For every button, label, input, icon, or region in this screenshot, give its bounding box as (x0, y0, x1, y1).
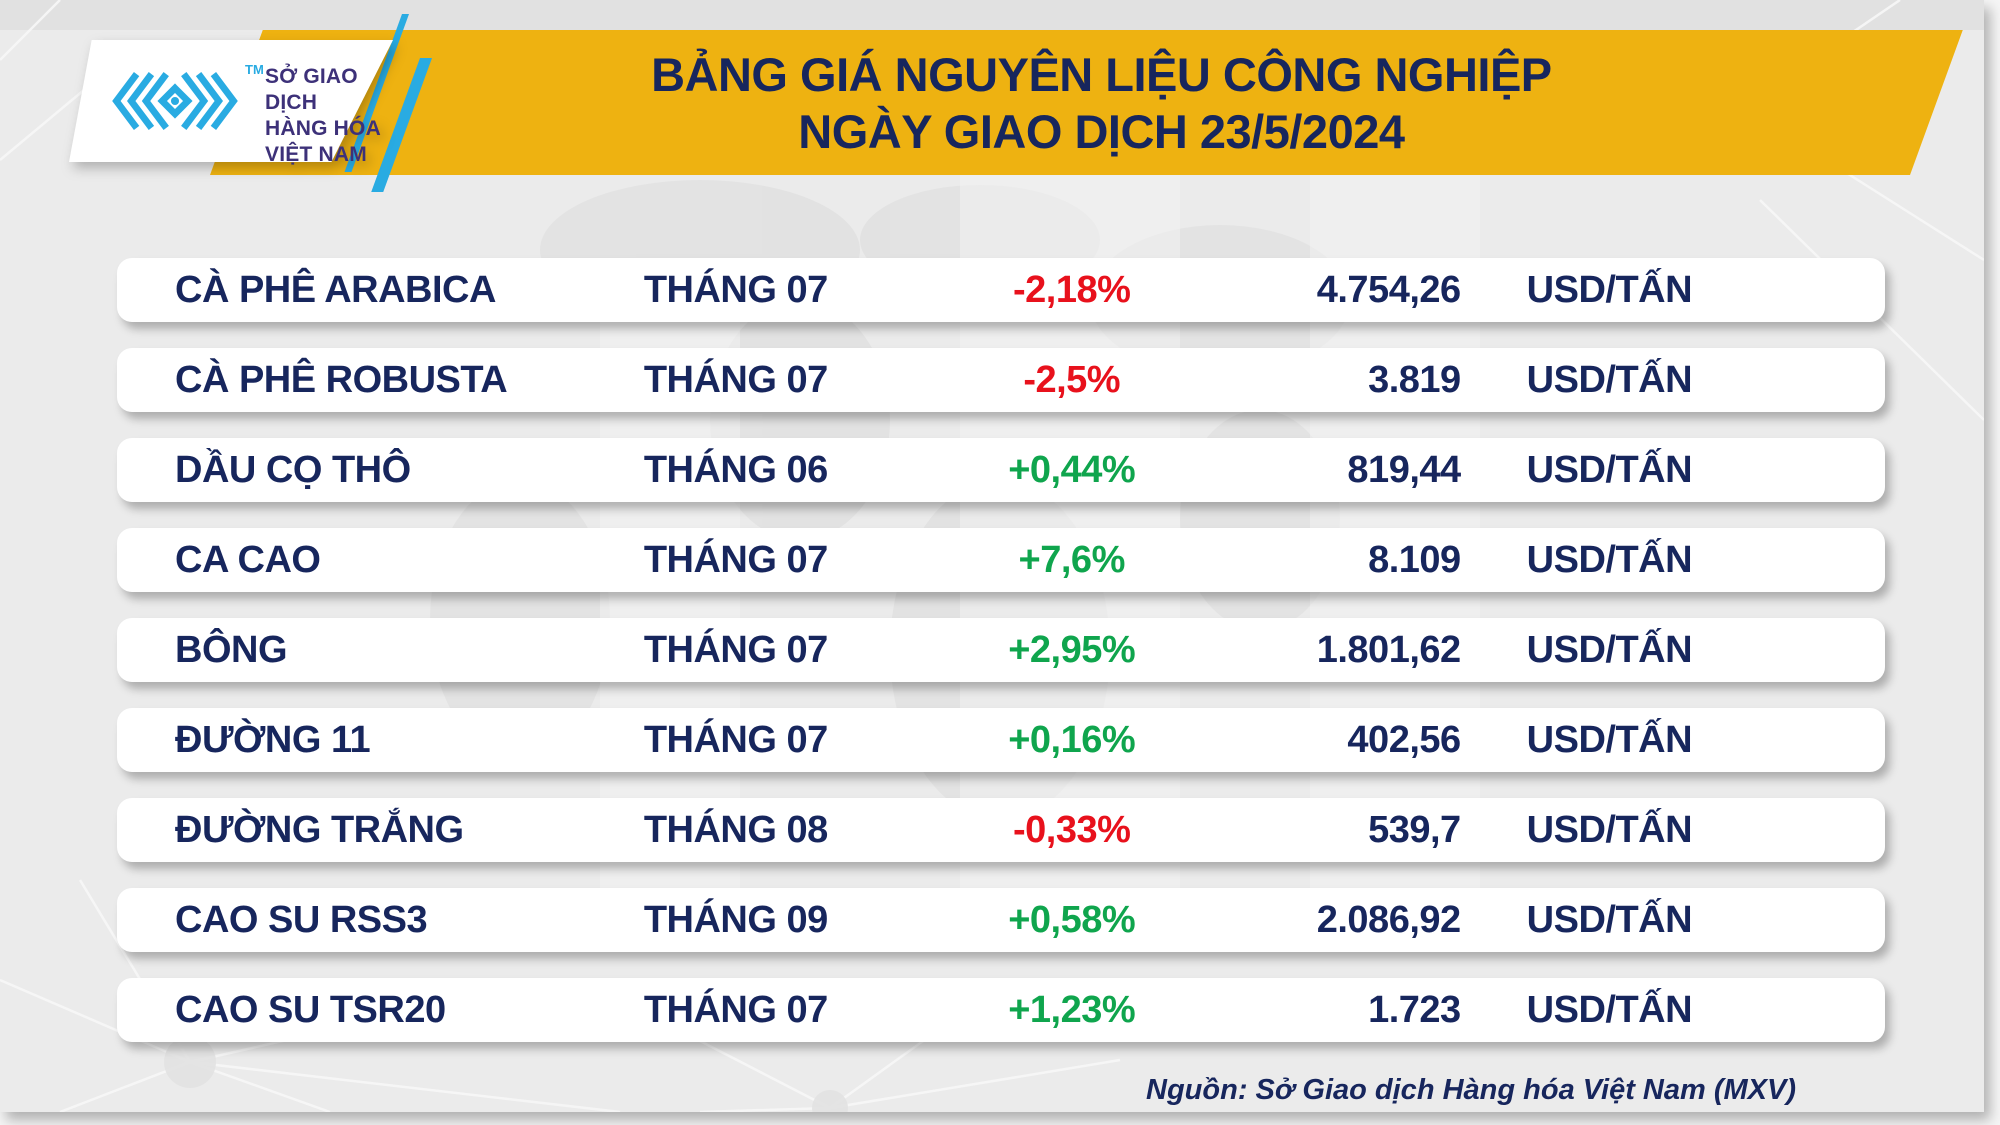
contract-month: THÁNG 07 (643, 268, 828, 311)
price-unit: USD/TẤN (1526, 628, 1693, 671)
table-row: DẦU CỌ THÔ THÁNG 06 +0,44% 819,44 USD/TẤ… (117, 438, 1885, 502)
price-unit: USD/TẤN (1526, 358, 1693, 401)
table-row: ĐƯỜNG TRẮNG THÁNG 08 -0,33% 539,7 USD/TẤ… (117, 798, 1885, 862)
percent-change: -0,33% (1013, 808, 1131, 851)
commodity-name: ĐƯỜNG 11 (175, 718, 371, 761)
logo-text-line-2: HÀNG HÓA (265, 117, 381, 140)
contract-month: THÁNG 09 (643, 898, 828, 941)
source-note: Nguồn: Sở Giao dịch Hàng hóa Việt Nam (M… (1146, 1074, 1796, 1106)
contract-month: THÁNG 07 (643, 988, 828, 1031)
price-unit: USD/TẤN (1526, 448, 1693, 491)
percent-change: +7,6% (1018, 538, 1126, 581)
price-unit: USD/TẤN (1526, 538, 1693, 581)
table-row: ĐƯỜNG 11 THÁNG 07 +0,16% 402,56 USD/TẤN (117, 708, 1885, 772)
price-value: 2.086,92 (1316, 898, 1461, 941)
table-row: CAO SU RSS3 THÁNG 09 +0,58% 2.086,92 USD… (117, 888, 1885, 952)
page-title: BẢNG GIÁ NGUYÊN LIỆU CÔNG NGHIỆP NGÀY GI… (236, 30, 1936, 175)
title-line-2: NGÀY GIAO DỊCH 23/5/2024 (798, 104, 1405, 158)
commodity-name: CAO SU TSR20 (175, 988, 446, 1031)
header-banner: BẢNG GIÁ NGUYÊN LIỆU CÔNG NGHIỆP NGÀY GI… (210, 30, 1963, 175)
price-value: 1.801,62 (1316, 628, 1461, 671)
price-value: 1.723 (1368, 988, 1461, 1031)
price-value: 819,44 (1347, 448, 1461, 491)
price-unit: USD/TẤN (1526, 808, 1693, 851)
commodity-name: CAO SU RSS3 (175, 898, 428, 941)
commodity-name: BÔNG (175, 628, 287, 671)
table-row: BÔNG THÁNG 07 +2,95% 1.801,62 USD/TẤN (117, 618, 1885, 682)
percent-change: -2,5% (1023, 358, 1121, 401)
commodity-name: CA CAO (175, 538, 321, 581)
commodity-name: CÀ PHÊ ROBUSTA (175, 358, 508, 401)
table-row: CAO SU TSR20 THÁNG 07 +1,23% 1.723 USD/T… (117, 978, 1885, 1042)
table-row: CÀ PHÊ ARABICA THÁNG 07 -2,18% 4.754,26 … (117, 258, 1885, 322)
price-value: 3.819 (1368, 358, 1461, 401)
percent-change: +1,23% (1008, 988, 1136, 1031)
logo-text-line-3: VIỆT NAM (265, 143, 367, 166)
price-unit: USD/TẤN (1526, 898, 1693, 941)
contract-month: THÁNG 08 (643, 808, 828, 851)
price-value: 539,7 (1368, 808, 1461, 851)
top-strip (0, 0, 1984, 30)
trademark-symbol: TM (245, 62, 264, 77)
percent-change: -2,18% (1013, 268, 1131, 311)
contract-month: THÁNG 07 (643, 538, 828, 581)
commodity-name: DẦU CỌ THÔ (175, 448, 411, 491)
commodity-name: CÀ PHÊ ARABICA (175, 268, 496, 311)
price-unit: USD/TẤN (1526, 718, 1693, 761)
price-table: CÀ PHÊ ARABICA THÁNG 07 -2,18% 4.754,26 … (117, 258, 1885, 1068)
contract-month: THÁNG 06 (643, 448, 828, 491)
percent-change: +0,44% (1008, 448, 1136, 491)
table-row: CÀ PHÊ ROBUSTA THÁNG 07 -2,5% 3.819 USD/… (117, 348, 1885, 412)
price-value: 402,56 (1347, 718, 1461, 761)
percent-change: +0,16% (1008, 718, 1136, 761)
logo-text: SỞ GIAO DỊCH HÀNG HÓA VIỆT NAM (265, 64, 393, 168)
price-unit: USD/TẤN (1526, 988, 1693, 1031)
price-value: 8.109 (1368, 538, 1461, 581)
logo-text-line-1: SỞ GIAO DỊCH (265, 65, 358, 114)
percent-change: +2,95% (1008, 628, 1136, 671)
title-line-1: BẢNG GIÁ NGUYÊN LIỆU CÔNG NGHIỆP (651, 47, 1552, 101)
price-unit: USD/TẤN (1526, 268, 1693, 311)
contract-month: THÁNG 07 (643, 718, 828, 761)
contract-month: THÁNG 07 (643, 628, 828, 671)
mxv-logo-icon (112, 72, 238, 130)
logo-card: TM SỞ GIAO DỊCH HÀNG HÓA VIỆT NAM (69, 40, 393, 166)
commodity-name: ĐƯỜNG TRẮNG (175, 808, 464, 851)
percent-change: +0,58% (1008, 898, 1136, 941)
contract-month: THÁNG 07 (643, 358, 828, 401)
price-value: 4.754,26 (1316, 268, 1461, 311)
table-row: CA CAO THÁNG 07 +7,6% 8.109 USD/TẤN (117, 528, 1885, 592)
